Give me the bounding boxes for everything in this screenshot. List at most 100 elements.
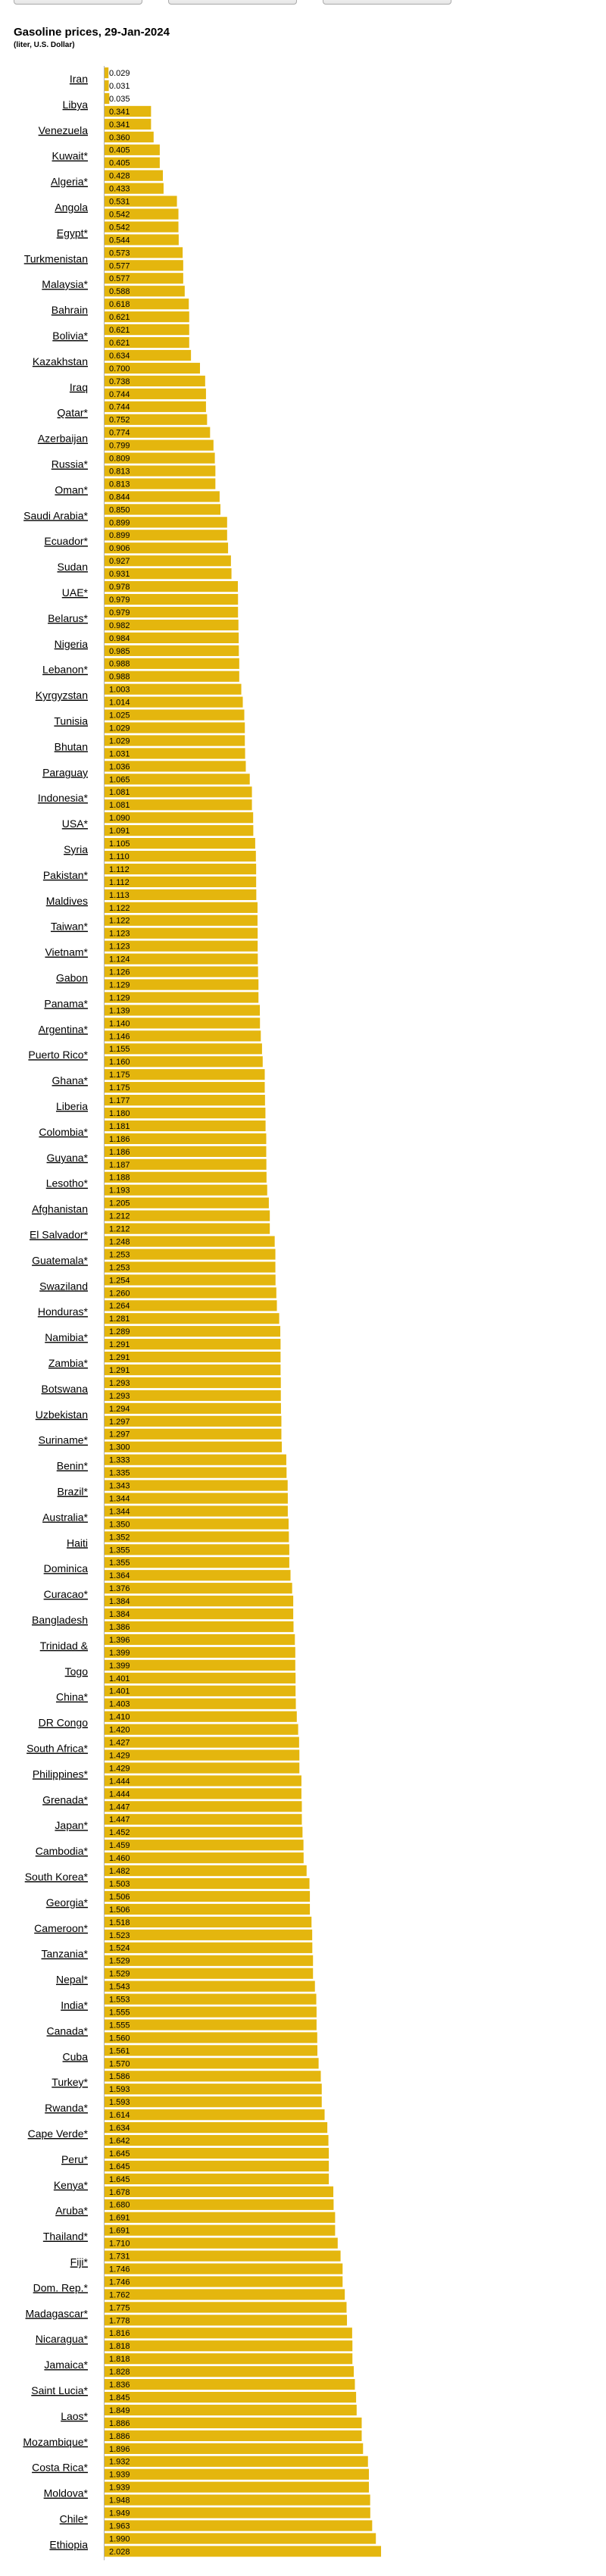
- country-label[interactable]: Egypt*: [57, 227, 89, 239]
- country-label[interactable]: Mozambique*: [23, 2436, 88, 2448]
- country-label[interactable]: Lebanon*: [42, 664, 89, 676]
- country-label[interactable]: Ethiopia: [49, 2538, 88, 2550]
- country-label[interactable]: Zambia*: [48, 1357, 89, 1369]
- country-label[interactable]: Nepal*: [56, 1974, 89, 1986]
- country-label[interactable]: Vietnam*: [45, 946, 88, 958]
- country-label[interactable]: Benin*: [57, 1460, 89, 1472]
- country-label[interactable]: Uzbekistan: [36, 1408, 88, 1421]
- country-label[interactable]: Cambodia*: [36, 1845, 89, 1857]
- country-label[interactable]: Japan*: [55, 1819, 88, 1831]
- country-label[interactable]: Kyrgyzstan: [36, 689, 88, 702]
- country-label[interactable]: Kenya*: [54, 2179, 89, 2191]
- country-label[interactable]: Saint Lucia*: [31, 2384, 88, 2396]
- country-label[interactable]: Fiji*: [70, 2256, 89, 2268]
- country-label[interactable]: Indonesia*: [38, 792, 89, 804]
- country-label[interactable]: Aruba*: [55, 2205, 88, 2217]
- country-label[interactable]: Grenada*: [42, 1793, 88, 1805]
- country-label[interactable]: Angola: [55, 202, 88, 214]
- country-label[interactable]: Maldives: [46, 895, 88, 907]
- country-label[interactable]: Cameroon*: [34, 1922, 88, 1934]
- country-label[interactable]: Oman*: [55, 483, 88, 496]
- country-label[interactable]: Dominica: [44, 1562, 89, 1574]
- country-label[interactable]: Liberia: [56, 1100, 88, 1112]
- country-label[interactable]: South Africa*: [27, 1743, 88, 1755]
- country-label[interactable]: Ecuador*: [44, 535, 88, 547]
- country-label[interactable]: Tanzania*: [42, 1948, 89, 1960]
- country-label[interactable]: Kuwait*: [52, 150, 89, 162]
- country-label[interactable]: Laos*: [61, 2410, 88, 2422]
- country-label[interactable]: Nigeria: [55, 638, 89, 650]
- country-label[interactable]: Brazil*: [58, 1486, 89, 1498]
- country-label[interactable]: Bhutan: [55, 740, 88, 752]
- country-label[interactable]: Suriname*: [39, 1434, 89, 1446]
- country-label[interactable]: Afghanistan: [32, 1203, 88, 1215]
- country-label[interactable]: Namibia*: [45, 1331, 88, 1343]
- country-label[interactable]: Nicaragua*: [36, 2333, 89, 2345]
- country-label[interactable]: Curacao*: [44, 1588, 89, 1600]
- country-label[interactable]: Honduras*: [38, 1305, 89, 1318]
- country-label[interactable]: Qatar*: [58, 407, 89, 419]
- country-label[interactable]: Australia*: [42, 1511, 88, 1523]
- country-label[interactable]: Jamaica*: [44, 2359, 88, 2371]
- country-label[interactable]: USA*: [62, 818, 89, 830]
- country-label[interactable]: Thailand*: [43, 2231, 89, 2243]
- country-label[interactable]: Cape Verde*: [28, 2127, 89, 2140]
- country-label[interactable]: Guatemala*: [32, 1254, 88, 1266]
- country-label[interactable]: Dom. Rep.*: [33, 2281, 89, 2293]
- country-label[interactable]: Panama*: [44, 997, 88, 1009]
- country-label[interactable]: Libya: [63, 98, 89, 111]
- country-label[interactable]: Philippines*: [33, 1768, 89, 1780]
- country-label[interactable]: Peru*: [61, 2153, 89, 2165]
- country-label[interactable]: Venezuela: [39, 124, 89, 136]
- country-label[interactable]: Puerto Rico*: [28, 1049, 88, 1061]
- country-label[interactable]: Swaziland: [39, 1280, 88, 1292]
- country-label[interactable]: China*: [56, 1691, 89, 1703]
- country-label[interactable]: Turkmenistan: [24, 252, 88, 264]
- country-label[interactable]: Syria: [64, 843, 88, 855]
- country-label[interactable]: Moldova*: [44, 2487, 89, 2499]
- country-label[interactable]: Kazakhstan: [33, 355, 88, 367]
- country-label[interactable]: Canada*: [47, 2024, 89, 2037]
- country-label[interactable]: Pakistan*: [43, 869, 89, 881]
- toolbar-button-2[interactable]: [168, 0, 297, 5]
- country-label[interactable]: Haiti: [67, 1537, 88, 1549]
- country-label[interactable]: Iran: [70, 73, 88, 85]
- country-label[interactable]: Bolivia*: [52, 330, 88, 342]
- country-label[interactable]: Algeria*: [51, 176, 89, 188]
- country-label[interactable]: Madagascar*: [26, 2307, 89, 2319]
- country-label[interactable]: Colombia*: [39, 1126, 88, 1138]
- country-label[interactable]: India*: [61, 1999, 88, 2012]
- country-label[interactable]: Paraguay: [42, 766, 88, 778]
- country-label[interactable]: Russia*: [52, 458, 89, 470]
- country-label[interactable]: Sudan: [58, 561, 88, 573]
- country-label[interactable]: Rwanda*: [45, 2102, 88, 2114]
- country-label[interactable]: Azerbaijan: [38, 433, 88, 445]
- country-label[interactable]: Bahrain: [52, 304, 88, 316]
- toolbar-button-1[interactable]: [14, 0, 142, 5]
- country-label[interactable]: Iraq: [70, 381, 88, 393]
- country-label[interactable]: Trinidad &: [40, 1640, 89, 1652]
- country-label[interactable]: El Salvador*: [30, 1229, 89, 1241]
- country-label[interactable]: Costa Rica*: [32, 2462, 88, 2474]
- country-label[interactable]: Bangladesh: [32, 1614, 88, 1626]
- country-label[interactable]: DR Congo: [39, 1717, 89, 1729]
- country-label[interactable]: Lesotho*: [46, 1177, 89, 1190]
- country-label[interactable]: UAE*: [62, 586, 89, 599]
- country-label[interactable]: Cuba: [63, 2050, 89, 2062]
- country-label[interactable]: Gabon: [56, 972, 88, 984]
- country-label[interactable]: Guyana*: [47, 1152, 89, 1164]
- country-label[interactable]: Turkey*: [52, 2076, 88, 2088]
- country-label[interactable]: Ghana*: [52, 1074, 89, 1086]
- toolbar-button-3[interactable]: [323, 0, 451, 5]
- country-label[interactable]: Taiwan*: [51, 921, 89, 933]
- country-label[interactable]: Argentina*: [39, 1023, 89, 1035]
- country-label[interactable]: Togo: [65, 1665, 89, 1677]
- country-label[interactable]: Georgia*: [46, 1896, 89, 1909]
- country-label[interactable]: Saudi Arabia*: [23, 509, 88, 521]
- country-label[interactable]: Malaysia*: [42, 278, 88, 290]
- country-label[interactable]: Chile*: [60, 2513, 89, 2525]
- country-label[interactable]: Botswana: [42, 1383, 89, 1395]
- country-label[interactable]: South Korea*: [25, 1871, 89, 1883]
- country-label[interactable]: Tunisia: [54, 715, 88, 727]
- country-label[interactable]: Belarus*: [48, 612, 88, 624]
